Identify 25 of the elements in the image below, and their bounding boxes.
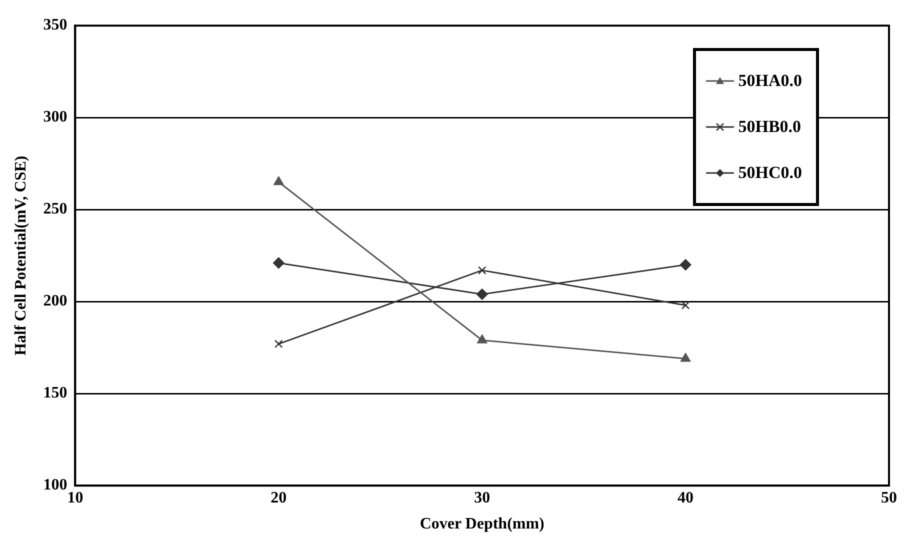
point xyxy=(274,176,284,186)
point xyxy=(478,266,486,275)
point xyxy=(680,352,691,362)
point xyxy=(477,334,488,344)
y-tick-label: 100 xyxy=(43,476,68,494)
point xyxy=(273,257,284,269)
y-tick-label: 150 xyxy=(43,384,68,402)
point xyxy=(681,301,690,310)
x-tick-label: 30 xyxy=(474,489,490,506)
y-tick-label: 200 xyxy=(43,292,68,310)
legend-label: 50HA0.0 xyxy=(738,71,802,91)
x-tick-label: 40 xyxy=(678,489,694,506)
point xyxy=(274,340,283,348)
y-axis-title: Half Cell Potential(mV, CSE) xyxy=(12,156,30,356)
legend-label: 50HB0.0 xyxy=(738,117,802,137)
y-tick-label: 300 xyxy=(43,108,68,126)
y-tick-label: 250 xyxy=(43,200,68,218)
x-tick-label: 10 xyxy=(67,489,84,506)
x-axis-title: Cover Depth(mm) xyxy=(420,516,544,533)
x-tick-label: 20 xyxy=(270,489,287,506)
legend-label: 50HC0.0 xyxy=(738,163,802,183)
y-tick-label: 350 xyxy=(43,16,68,34)
x-tick-label: 50 xyxy=(881,489,897,506)
point xyxy=(476,288,488,300)
point xyxy=(680,259,692,270)
